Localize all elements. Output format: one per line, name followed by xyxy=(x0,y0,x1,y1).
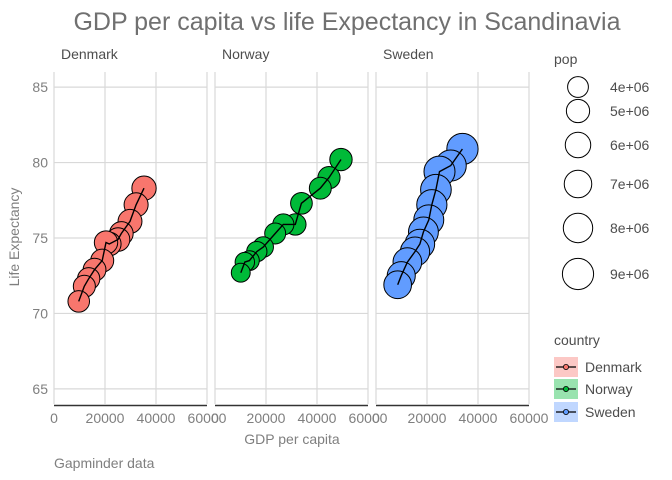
x-tick-label: 20000 xyxy=(86,410,125,426)
color-legend-dot xyxy=(563,385,570,392)
x-tick-label: 40000 xyxy=(298,410,337,426)
y-tick-label: 85 xyxy=(32,79,48,95)
facet-label-denmark: Denmark xyxy=(61,46,119,62)
y-tick-label: 65 xyxy=(32,381,48,397)
x-tick-label: 0 xyxy=(372,410,380,426)
size-legend-key xyxy=(565,98,591,124)
size-legend-key xyxy=(562,212,594,244)
x-tick-label: 0 xyxy=(211,410,219,426)
chart-caption: Gapminder data xyxy=(54,455,155,471)
size-legend-key xyxy=(567,76,589,98)
series-line-denmark xyxy=(78,187,145,302)
color-legend-label: Denmark xyxy=(585,359,643,375)
size-legend-key xyxy=(564,131,592,159)
x-tick-label: 40000 xyxy=(137,410,176,426)
size-legend: pop 4e+06 5e+06 6e+06 7e+06 8e+06 9e+06 xyxy=(554,51,650,291)
y-tick-label: 80 xyxy=(32,155,48,171)
y-tick-label: 70 xyxy=(32,305,48,321)
size-legend-key xyxy=(561,257,595,291)
panel-denmark: Denmark 0 20000 40000 60000 xyxy=(50,46,227,426)
size-legend-title: pop xyxy=(554,51,578,67)
y-axis-title: Life Expectancy xyxy=(6,188,22,287)
size-legend-label: 7e+06 xyxy=(610,176,650,192)
color-legend: country Denmark Norway Sweden xyxy=(554,332,643,422)
size-legend-label: 6e+06 xyxy=(610,137,650,153)
size-legend-key xyxy=(563,169,593,199)
x-tick-label: 60000 xyxy=(188,410,227,426)
size-legend-label: 4e+06 xyxy=(610,79,650,95)
color-legend-title: country xyxy=(554,332,600,348)
color-legend-dot xyxy=(563,408,570,415)
x-axis-title: GDP per capita xyxy=(244,431,340,447)
x-tick-label: 40000 xyxy=(459,410,498,426)
panel-sweden: Sweden 0 20000 40000 60000 xyxy=(372,46,549,426)
size-legend-label: 9e+06 xyxy=(610,266,650,282)
chart-title: GDP per capita vs life Expectancy in Sca… xyxy=(73,8,620,36)
panel-norway: Norway 0 20000 40000 60000 xyxy=(211,46,388,426)
facet-panels: Denmark 0 20000 40000 60000 Norway 0 20000 40000… xyxy=(32,46,548,426)
x-tick-label: 60000 xyxy=(510,410,549,426)
facet-label-norway: Norway xyxy=(222,46,269,62)
x-tick-label: 20000 xyxy=(408,410,447,426)
color-legend-label: Norway xyxy=(585,381,632,397)
color-legend-dot xyxy=(563,363,570,370)
x-tick-label: 60000 xyxy=(349,410,388,426)
color-legend-label: Sweden xyxy=(585,404,636,420)
data-point-norway xyxy=(230,262,251,283)
series-line-norway xyxy=(240,159,342,273)
x-tick-label: 20000 xyxy=(247,410,286,426)
size-legend-label: 8e+06 xyxy=(610,220,650,236)
y-tick-label: 75 xyxy=(32,230,48,246)
x-tick-label: 0 xyxy=(50,410,58,426)
facet-label-sweden: Sweden xyxy=(383,46,434,62)
size-legend-label: 5e+06 xyxy=(610,103,650,119)
series-line-sweden xyxy=(397,148,463,286)
